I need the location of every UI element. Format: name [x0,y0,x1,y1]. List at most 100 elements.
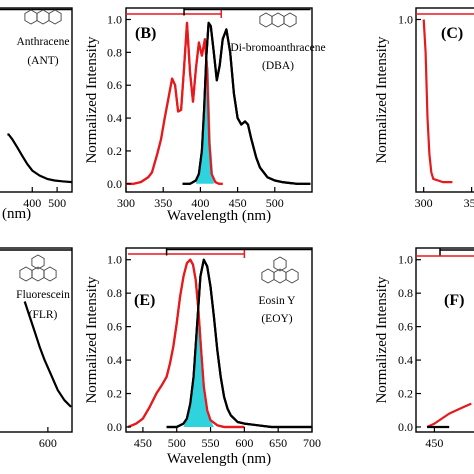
panel-e-xlabel: Wavelength (nm) [167,451,271,467]
panel-b-ytick-label: 0.6 [107,78,122,92]
panel-e-molecule-abbr: (EOY) [261,313,292,325]
panel-d-emission-line [23,301,72,408]
panel-d-ring [31,254,45,270]
panel-d-molecule-abbr: (FLR) [29,309,58,321]
panel-c-ylabel: Normalized Intensity [374,36,390,164]
panel-e-xtick-label: 500 [168,436,186,450]
panel-b-ytick-label: 0.0 [107,177,122,191]
panel-d-plot-area [23,301,72,408]
panel-b-ytick-label: 0.2 [107,144,122,158]
panel-e-ytick-label: 0.2 [107,387,122,401]
panel-e-emission-line [166,258,312,429]
panel-a-xtick-label: 400 [23,196,41,210]
panel-c [415,7,474,193]
panel-b-molecule-structure-icon [259,12,297,28]
panel-f-plot-area [426,402,472,429]
panel-a-molecule-structure-icon [24,9,62,25]
panel-c-xtick-label: 300 [415,196,433,210]
panel-f-ytick-label: 0.6 [398,320,413,334]
panel-e-xtick-label: 700 [303,436,321,450]
panel-a-ring [24,9,38,25]
panel-a-frame [0,7,73,193]
panel-f-ytick-label: 0.2 [398,387,413,401]
panel-b-emission-line-top [182,21,311,185]
panel-b-label: (B) [135,25,156,42]
panel-f [415,247,474,433]
panel-d-molecule-structure-icon [19,254,57,282]
panel-e-ylabel: Normalized Intensity [84,276,100,404]
panel-c-ytick-label: 1.0 [398,13,413,27]
panel-d-ring [19,266,33,282]
panel-f-xtick-label: 450 [425,436,443,450]
panel-a-xlabel: (nm) [2,206,31,222]
panel-b-ring [283,12,297,28]
panel-b-xtick-label: 350 [154,196,172,210]
panel-e-label: (E) [134,292,155,309]
panel-e-ytick-label: 0.6 [107,320,122,334]
panel-d [0,247,73,433]
panel-e-ytick-label: 0.4 [107,353,122,367]
panel-b-xtick-label: 400 [191,196,209,210]
panel-a-molecule-name: Anthracene [17,36,70,48]
panel-b-ring [259,12,273,28]
panel-e-ring [273,256,287,272]
panel-c-absorption-line [422,19,453,184]
panel-b-frame [125,7,313,193]
panel-b-ytick-label: 1.0 [107,13,122,27]
panel-e-ring [285,268,299,284]
panel-d-molecule-name: Fluorescein [16,289,70,301]
panel-b-ytick-label: 0.8 [107,45,122,59]
panel-a-absorption-line [7,133,72,184]
panel-b-xtick-label: 450 [229,196,247,210]
panel-e-xtick-label: 450 [134,436,152,450]
panel-c-label: (C) [441,25,463,42]
panel-f-ylabel: Normalized Intensity [374,276,390,404]
panel-e-absorption-line-top [127,258,245,429]
panel-b-xtick-label: 300 [117,196,135,210]
panel-f-label: (F) [444,292,464,309]
panel-b-xtick-label: 500 [266,196,284,210]
panel-a-molecule-abbr: (ANT) [27,55,58,67]
panel-a [0,7,73,193]
panel-f-ytick-label: 1.0 [398,253,413,267]
panel-f-ytick-label: 0.8 [398,286,413,300]
panel-e-ring [261,268,275,284]
panel-f-absorption-line [426,402,472,428]
panel-c-frame [415,7,474,193]
panel-e-ytick-label: 1.0 [107,253,122,267]
panel-b-absorption-line-top [126,21,223,185]
panel-e-molecule-structure-icon [261,256,299,284]
panel-a-ring [48,9,62,25]
panel-b-ring [271,12,285,28]
panel-d-frame [0,247,73,433]
panel-f-frame [415,247,474,433]
panel-b-xlabel: Wavelength (nm) [167,208,271,224]
panel-e-xtick-label: 550 [202,436,220,450]
panel-e [125,247,313,433]
panel-e-plot-area [127,258,312,429]
panel-c-xtick-label: 35 [464,196,474,210]
panel-a-xtick-label: 500 [48,196,66,210]
panel-f-ytick-label: 0.0 [398,420,413,434]
panel-e-molecule-name: Eosin Y [259,295,297,307]
panel-b-ylabel: Normalized Intensity [84,36,100,164]
panel-e-ytick-label: 0.8 [107,286,122,300]
panel-e-xtick-label: 650 [269,436,287,450]
panel-b-molecule-abbr: (DBA) [262,60,294,72]
panel-c-plot-area [422,19,453,184]
panel-a-ring [36,9,50,25]
panel-e-frame [125,247,313,433]
panel-b-plot-area [126,21,311,185]
panel-e-absorption-line [127,258,245,429]
panel-a-plot-area [7,133,72,184]
panel-d-ring [43,266,57,282]
panel-e-ytick-label: 0.0 [107,420,122,434]
panel-b-molecule-name: Di-bromoanthracene [230,42,325,54]
panel-e-emission-line-top [166,258,312,429]
panel-d-xtick-label: 600 [39,436,57,450]
panel-b-ytick-label: 0.4 [107,111,122,125]
panel-e-xtick-label: 600 [235,436,253,450]
panel-f-ytick-label: 0.4 [398,353,413,367]
panel-b [125,7,313,193]
